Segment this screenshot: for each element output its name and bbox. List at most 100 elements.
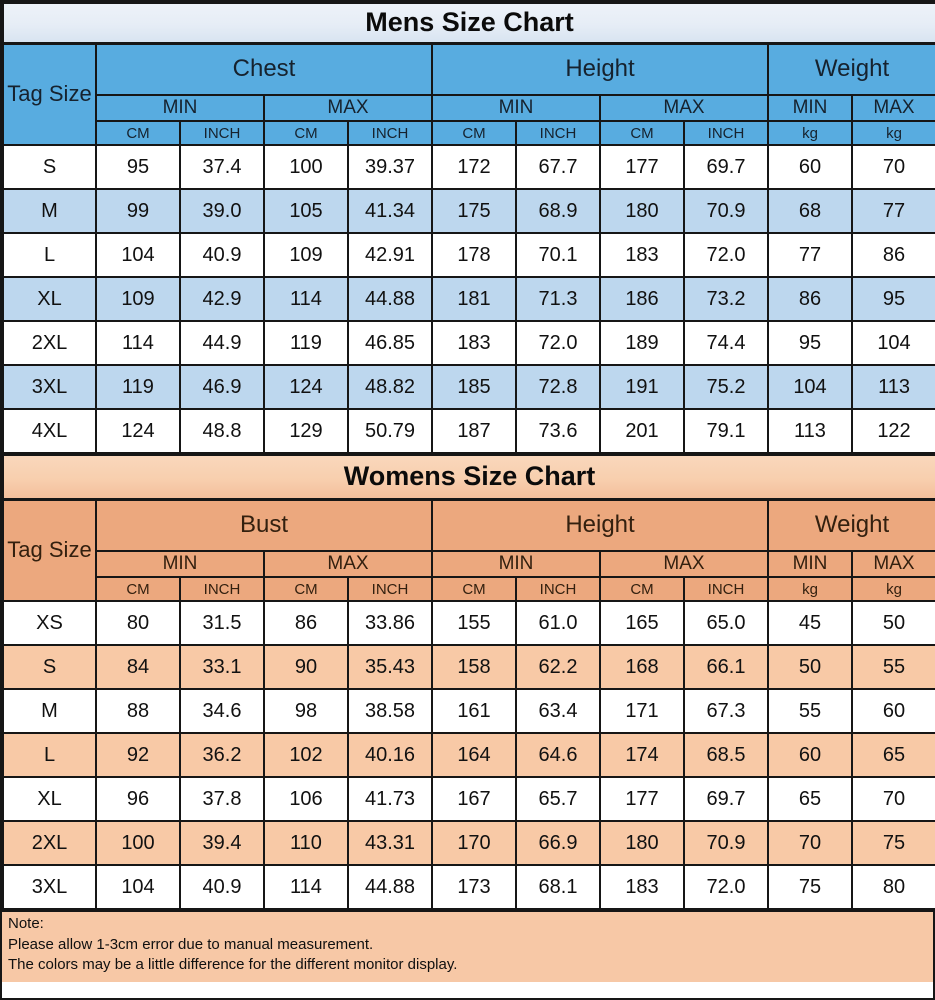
value-cell: 50 [767,644,853,690]
mens-weight-max-header: MAX [850,94,935,122]
mens-unit-inch: INCH [515,120,601,146]
value-cell: 187 [431,408,517,454]
value-cell: 72.0 [683,232,769,278]
womens-unit-inch: INCH [347,576,433,602]
table-row: 2XL 114 44.9 119 46.85 183 72.0 189 74.4 95 104 [2,320,935,366]
tag-size-cell: XS [2,600,97,646]
value-cell: 129 [263,408,349,454]
value-cell: 178 [431,232,517,278]
womens-unit-inch: INCH [515,576,601,602]
value-cell: 95 [95,144,181,190]
womens-bust-header: Bust [95,498,433,552]
value-cell: 80 [95,600,181,646]
tag-size-cell: 2XL [2,320,97,366]
mens-chest-header: Chest [95,42,433,96]
table-row: XL 109 42.9 114 44.88 181 71.3 186 73.2 86 95 [2,276,935,322]
value-cell: 65.0 [683,600,769,646]
value-cell: 109 [95,276,181,322]
value-cell: 70 [850,144,935,190]
value-cell: 42.9 [179,276,265,322]
mens-weight-header: Weight [766,42,935,96]
note-line-2: The colors may be a little difference fo… [8,956,458,974]
womens-chart-title: Womens Size Chart [1,454,935,501]
value-cell: 106 [263,776,349,822]
table-row: L 92 36.2 102 40.16 164 64.6 174 68.5 60 65 [2,732,935,778]
value-cell: 41.73 [347,776,433,822]
value-cell: 177 [599,144,685,190]
value-cell: 95 [767,320,853,366]
value-cell: 75 [767,864,853,910]
value-cell: 96 [95,776,181,822]
tag-size-cell: 3XL [2,364,97,410]
value-cell: 180 [599,820,685,866]
value-cell: 161 [431,688,517,734]
value-cell: 84 [95,644,181,690]
tag-size-cell: 2XL [2,820,97,866]
value-cell: 183 [431,320,517,366]
value-cell: 48.8 [179,408,265,454]
value-cell: 73.6 [515,408,601,454]
value-cell: 201 [599,408,685,454]
value-cell: 70.9 [683,188,769,234]
table-row: 4XL 124 48.8 129 50.79 187 73.6 201 79.1 113 122 [2,408,935,454]
value-cell: 65.7 [515,776,601,822]
mens-unit-inch: INCH [683,120,769,146]
value-cell: 40.16 [347,732,433,778]
tag-size-cell: S [2,644,97,690]
value-cell: 171 [599,688,685,734]
value-cell: 45 [767,600,853,646]
value-cell: 68.1 [515,864,601,910]
value-cell: 55 [767,688,853,734]
table-row: M 88 34.6 98 38.58 161 63.4 171 67.3 55 60 [2,688,935,734]
value-cell: 70.9 [683,820,769,866]
value-cell: 39.37 [347,144,433,190]
value-cell: 183 [599,232,685,278]
value-cell: 164 [431,732,517,778]
value-cell: 38.58 [347,688,433,734]
mens-unit-cm: CM [263,120,349,146]
value-cell: 88 [95,688,181,734]
value-cell: 50.79 [347,408,433,454]
value-cell: 102 [263,732,349,778]
note-section: Note: Please allow 1-3cm error due to ma… [2,910,933,983]
table-row: S 84 33.1 90 35.43 158 62.2 168 66.1 50 55 [2,644,935,690]
mens-unit-kg: kg [850,120,935,146]
value-cell: 80 [850,864,935,910]
value-cell: 185 [431,364,517,410]
mens-unit-cm: CM [431,120,517,146]
value-cell: 95 [850,276,935,322]
value-cell: 113 [850,364,935,410]
note-title: Note: [8,915,44,932]
value-cell: 104 [95,864,181,910]
value-cell: 63.4 [515,688,601,734]
value-cell: 175 [431,188,517,234]
value-cell: 177 [599,776,685,822]
value-cell: 72.8 [515,364,601,410]
womens-unit-cm: CM [431,576,517,602]
mens-weight-min-header: MIN [767,94,853,122]
tag-size-cell: XL [2,276,97,322]
note-line-1: Please allow 1-3cm error due to manual m… [8,935,374,953]
mens-chart-title: Mens Size Chart [1,2,935,45]
value-cell: 67.3 [683,688,769,734]
value-cell: 34.6 [179,688,265,734]
value-cell: 43.31 [347,820,433,866]
value-cell: 46.85 [347,320,433,366]
table-row: 3XL 119 46.9 124 48.82 185 72.8 191 75.2 104 113 [2,364,935,410]
table-row: XS 80 31.5 86 33.86 155 61.0 165 65.0 45 50 [2,600,935,646]
table-row: S 95 37.4 100 39.37 172 67.7 177 69.7 60 70 [2,144,935,190]
value-cell: 114 [263,276,349,322]
value-cell: 158 [431,644,517,690]
value-cell: 167 [431,776,517,822]
value-cell: 191 [599,364,685,410]
value-cell: 68 [767,188,853,234]
value-cell: 119 [263,320,349,366]
womens-unit-cm: CM [95,576,181,602]
womens-unit-kg: kg [767,576,853,602]
table-row: L 104 40.9 109 42.91 178 70.1 183 72.0 77 86 [2,232,935,278]
value-cell: 73.2 [683,276,769,322]
value-cell: 69.7 [683,776,769,822]
womens-height-header: Height [431,498,769,552]
value-cell: 75 [850,820,935,866]
